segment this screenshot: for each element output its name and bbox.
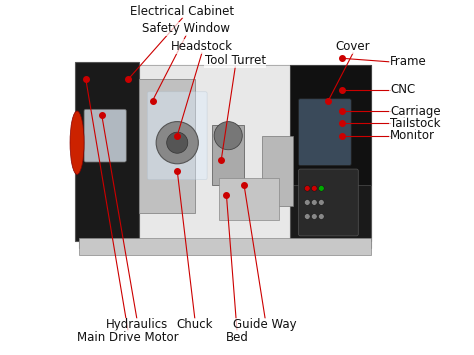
- Circle shape: [319, 214, 324, 219]
- Text: Tailstock: Tailstock: [390, 117, 440, 130]
- FancyBboxPatch shape: [299, 99, 351, 165]
- Polygon shape: [290, 65, 371, 185]
- Polygon shape: [290, 65, 371, 241]
- Text: CNC: CNC: [390, 83, 415, 97]
- Circle shape: [304, 214, 310, 219]
- Text: Main Drive Motor: Main Drive Motor: [77, 331, 179, 344]
- Polygon shape: [75, 62, 138, 241]
- Circle shape: [311, 214, 317, 219]
- Text: Hydraulics: Hydraulics: [106, 318, 168, 332]
- Polygon shape: [79, 237, 371, 255]
- FancyBboxPatch shape: [299, 169, 358, 236]
- Text: Headstock: Headstock: [171, 40, 233, 53]
- Circle shape: [311, 186, 317, 191]
- Text: Chuck: Chuck: [177, 318, 213, 332]
- FancyBboxPatch shape: [84, 109, 126, 162]
- Polygon shape: [138, 65, 290, 241]
- Text: Frame: Frame: [390, 55, 427, 69]
- Ellipse shape: [70, 111, 84, 174]
- Text: Tool Turret: Tool Turret: [205, 54, 266, 67]
- Text: Monitor: Monitor: [390, 129, 435, 142]
- Circle shape: [311, 200, 317, 205]
- Polygon shape: [262, 136, 293, 206]
- FancyBboxPatch shape: [147, 92, 207, 180]
- Text: Carriage: Carriage: [390, 105, 440, 118]
- Circle shape: [319, 186, 324, 191]
- Circle shape: [214, 122, 242, 150]
- Polygon shape: [212, 125, 244, 185]
- Circle shape: [156, 122, 198, 164]
- Circle shape: [304, 186, 310, 191]
- Polygon shape: [219, 178, 279, 220]
- Text: Cover: Cover: [336, 40, 370, 53]
- Circle shape: [167, 132, 188, 153]
- Text: Safety Window: Safety Window: [142, 22, 230, 36]
- Circle shape: [319, 200, 324, 205]
- Polygon shape: [138, 80, 195, 213]
- Text: Bed: Bed: [226, 331, 248, 344]
- Text: Electrical Cabinet: Electrical Cabinet: [130, 5, 235, 18]
- Circle shape: [304, 200, 310, 205]
- Polygon shape: [79, 65, 371, 248]
- Text: Guide Way: Guide Way: [233, 318, 297, 332]
